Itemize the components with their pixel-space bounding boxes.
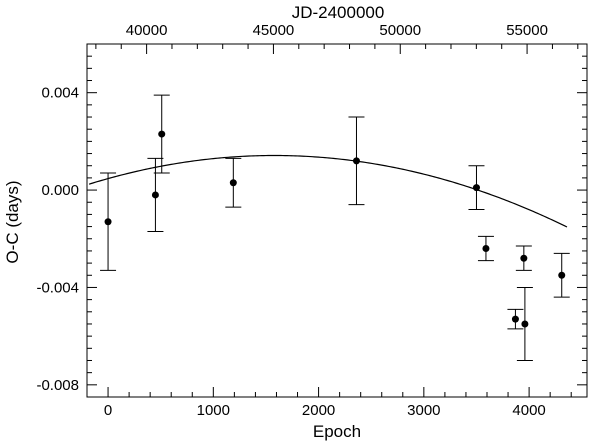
top-tick-labels: 40000 45000 50000 55000	[126, 22, 548, 39]
top-axis-title: JD-2400000	[292, 3, 385, 22]
data-point	[104, 218, 112, 226]
data-point	[472, 184, 480, 192]
fit-curve	[88, 154, 568, 228]
x-tick-label: 2000	[302, 402, 335, 419]
data-point	[558, 271, 566, 279]
plot-frame	[86, 43, 588, 398]
data-points	[104, 130, 566, 328]
x-axis-title: Epoch	[313, 422, 361, 441]
data-point	[151, 191, 159, 199]
x-tick-label: 1000	[197, 402, 230, 419]
y-tick-label: -0.008	[36, 377, 79, 394]
error-bars	[100, 94, 570, 361]
data-point	[158, 130, 166, 138]
data-point	[229, 179, 237, 187]
y-tick-labels: 0.004 0.000 -0.004 -0.008	[36, 85, 79, 394]
data-point	[520, 254, 528, 262]
x-tick-labels: 0 1000 2000 3000 4000	[104, 402, 546, 419]
data-point	[521, 320, 529, 328]
top-tick-label: 45000	[253, 22, 295, 39]
y-tick-label: 0.000	[41, 182, 79, 199]
data-point	[482, 244, 490, 252]
top-tick-label: 40000	[126, 22, 168, 39]
y-tick-label: -0.004	[36, 279, 79, 296]
y-axis-title: O-C (days)	[3, 180, 22, 263]
x-tick-label: 0	[104, 402, 112, 419]
x-tick-label: 4000	[512, 402, 545, 419]
x-tick-label: 3000	[407, 402, 440, 419]
top-tick-label: 55000	[506, 22, 548, 39]
tick-marks	[86, 43, 587, 397]
data-point	[352, 157, 360, 165]
data-point	[511, 315, 519, 323]
y-tick-label: 0.004	[41, 85, 79, 102]
top-tick-label: 50000	[379, 22, 421, 39]
